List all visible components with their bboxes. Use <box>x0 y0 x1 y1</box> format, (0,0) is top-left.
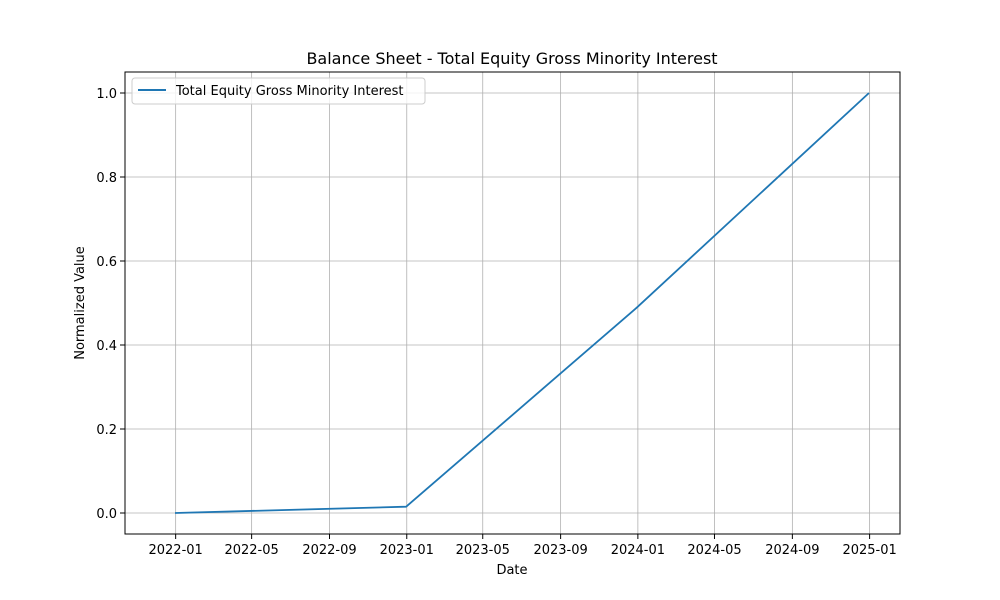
y-tick-label: 0.8 <box>96 171 117 186</box>
x-tick-label: 2024-05 <box>687 543 741 558</box>
x-axis: 2022-01 2022-05 2022-09 2023-01 2023-05 2023-… <box>148 534 897 558</box>
series-layer <box>174 92 870 514</box>
plot-area-frame <box>124 71 901 535</box>
y-tick-label: 0.6 <box>96 255 117 270</box>
x-axis-title: Date <box>496 563 527 578</box>
x-tick-label: 2024-01 <box>611 543 665 558</box>
legend-label: Total Equity Gross Minority Interest <box>175 84 404 99</box>
y-tick-label: 0.2 <box>96 423 117 438</box>
x-tick-label: 2023-09 <box>533 543 587 558</box>
y-tick-label: 1.0 <box>96 87 117 102</box>
y-axis: 0.0 0.2 0.4 0.6 0.8 1.0 <box>96 87 125 522</box>
y-tick-label: 0.4 <box>96 339 117 354</box>
series-line <box>174 92 870 514</box>
chart-title: Balance Sheet - Total Equity Gross Minor… <box>306 49 717 68</box>
x-tick-label: 2025-01 <box>842 543 896 558</box>
x-tick-label: 2023-05 <box>456 543 510 558</box>
x-tick-label: 2022-09 <box>302 543 356 558</box>
x-tick-label: 2024-09 <box>765 543 819 558</box>
y-tick-label: 0.0 <box>96 507 117 522</box>
y-axis-title: Normalized Value <box>73 246 88 360</box>
x-tick-label: 2022-05 <box>224 543 278 558</box>
legend: Total Equity Gross Minority Interest <box>131 77 426 105</box>
x-tick-label: 2022-01 <box>148 543 202 558</box>
x-tick-label: 2023-01 <box>380 543 434 558</box>
legend-box <box>131 77 426 105</box>
